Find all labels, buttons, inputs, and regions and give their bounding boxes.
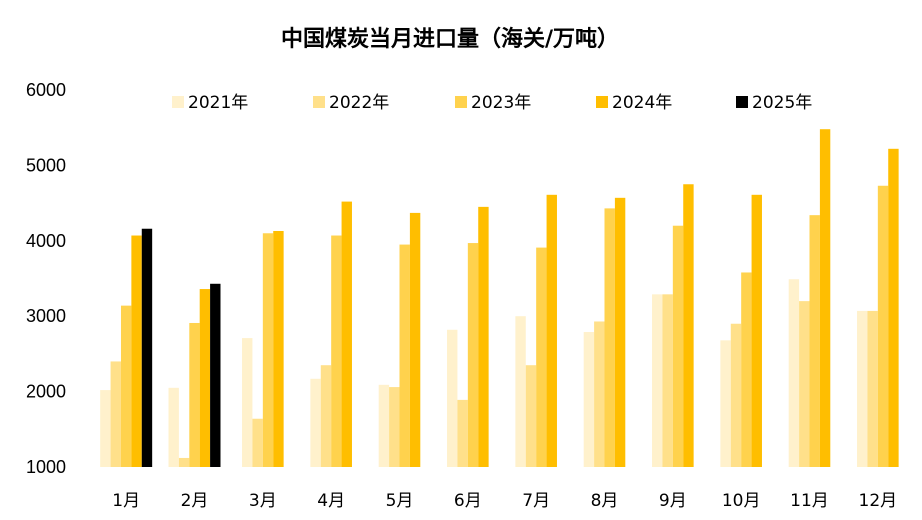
- legend-swatch: [172, 96, 184, 108]
- legend-swatch: [596, 96, 608, 108]
- y-tick-label: 5000: [26, 155, 66, 175]
- bar-2022年-11月: [799, 301, 810, 467]
- bar-2022年-2月: [178, 457, 190, 467]
- bar-2023年-4月: [331, 235, 342, 467]
- bar-2021年-2月: [168, 387, 179, 467]
- bar-2021年-9月: [652, 294, 663, 467]
- legend-swatch: [313, 96, 325, 108]
- chart-title: 中国煤炭当月进口量（海关/万吨）: [281, 26, 619, 52]
- bar-2023年-11月: [809, 215, 820, 467]
- legend-swatch: [455, 96, 467, 108]
- bar-2024年-9月: [683, 184, 694, 467]
- bar-2022年-5月: [389, 387, 400, 467]
- bar-2022年-9月: [662, 294, 673, 467]
- bar-2021年-1月: [100, 390, 111, 467]
- legend: 2021年 2022年 2023年 2024年 2025年: [172, 93, 812, 113]
- bar-2023年-5月: [399, 244, 410, 467]
- bar-2021年-3月: [242, 338, 253, 467]
- bar-2021年-4月: [310, 378, 321, 467]
- bar-2024年-8月: [614, 197, 626, 467]
- bar-2022年-4月: [320, 365, 332, 467]
- x-tick-label: 11月: [790, 491, 829, 511]
- bar-2022年-10月: [730, 323, 742, 467]
- bar-2023年-1月: [120, 305, 132, 467]
- legend-label: 2023年: [471, 93, 531, 113]
- bar-2022年-3月: [252, 418, 263, 467]
- bar-2024年-2月: [199, 289, 211, 467]
- bar-2023年-3月: [262, 233, 274, 467]
- bar-2023年-6月: [467, 243, 479, 467]
- bar-2021年-10月: [720, 340, 731, 467]
- bar-2023年-2月: [189, 322, 200, 467]
- legend-swatch: [736, 96, 748, 108]
- bar-2024年-10月: [751, 194, 762, 467]
- bar-2022年-12月: [867, 310, 878, 467]
- bar-2024年-1月: [131, 235, 142, 467]
- bar-2023年-9月: [672, 225, 684, 467]
- y-tick-label: 4000: [26, 231, 66, 251]
- bar-2024年-6月: [478, 206, 489, 467]
- y-axis: 1000 2000 3000 4000 5000 6000: [26, 80, 66, 477]
- bar-2025年-1月: [141, 228, 153, 467]
- bar-2024年-11月: [819, 129, 831, 467]
- bar-2023年-7月: [536, 247, 547, 467]
- x-tick-label: 9月: [659, 491, 687, 511]
- bar-2023年-12月: [877, 185, 889, 467]
- legend-label: 2022年: [329, 93, 389, 113]
- bar-2021年-12月: [857, 310, 868, 467]
- legend-label: 2025年: [752, 93, 812, 113]
- bar-2023年-10月: [741, 272, 752, 467]
- bar-2022年-6月: [457, 399, 468, 467]
- bar-2021年-11月: [788, 279, 800, 467]
- bar-2024年-12月: [888, 148, 899, 467]
- x-tick-label: 10月: [722, 491, 761, 511]
- bar-2024年-4月: [341, 201, 352, 467]
- bar-2025年-2月: [210, 283, 221, 467]
- bar-2022年-1月: [110, 361, 121, 467]
- x-tick-label: 1月: [112, 491, 140, 511]
- x-tick-label: 2月: [181, 491, 209, 511]
- bar-2021年-7月: [515, 316, 526, 467]
- y-tick-label: 1000: [26, 457, 66, 477]
- bar-2021年-8月: [583, 332, 595, 467]
- bar-2024年-3月: [273, 231, 284, 467]
- x-axis: 1月 2月 3月 4月 5月 6月 7月 8月 9月 10月 11月 12月: [112, 491, 897, 511]
- bar-2023年-8月: [604, 208, 615, 467]
- y-tick-label: 6000: [26, 80, 66, 100]
- bar-2021年-6月: [447, 329, 458, 467]
- bar-2024年-5月: [409, 212, 421, 467]
- x-tick-label: 3月: [249, 491, 277, 511]
- bars-group: [100, 129, 899, 467]
- legend-label: 2021年: [188, 93, 248, 113]
- bar-2024年-7月: [546, 194, 557, 467]
- legend-label: 2024年: [612, 93, 672, 113]
- y-tick-label: 3000: [26, 306, 66, 326]
- x-tick-label: 6月: [454, 491, 482, 511]
- x-tick-label: 12月: [859, 491, 898, 511]
- x-tick-label: 4月: [317, 491, 345, 511]
- x-tick-label: 5月: [386, 491, 414, 511]
- bar-2022年-7月: [525, 365, 537, 467]
- y-tick-label: 2000: [26, 382, 66, 402]
- bar-2022年-8月: [594, 321, 605, 467]
- bar-2021年-5月: [378, 384, 390, 467]
- x-tick-label: 7月: [522, 491, 550, 511]
- x-tick-label: 8月: [591, 491, 619, 511]
